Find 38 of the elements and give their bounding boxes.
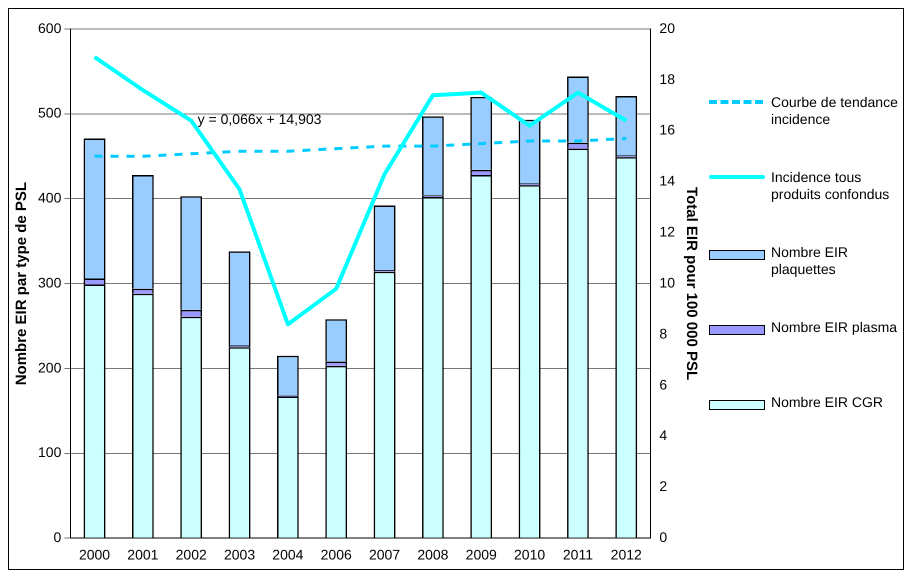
y-tick-label: 400 (38, 190, 62, 206)
x-tick-label: 2010 (514, 546, 546, 562)
y-tick-label: 500 (38, 104, 62, 121)
x-tick-label: 2001 (127, 546, 159, 562)
legend-label: Nombre EIR plaquettes (771, 244, 850, 278)
y2-tick-label: 20 (659, 20, 676, 36)
legend-label: Incidence tous produits confondus (771, 169, 890, 203)
y2-tick-label: 18 (659, 70, 676, 87)
y2-tick-label: 8 (659, 325, 668, 342)
y2-tick-label: 0 (659, 529, 668, 546)
y-tick-label: 100 (38, 444, 62, 460)
x-tick-label: 2000 (78, 546, 110, 562)
y2-tick-label: 10 (659, 274, 676, 290)
x-tick-label: 2003 (224, 546, 256, 562)
y-tick-label: 0 (54, 529, 62, 546)
y2-tick-label: 12 (659, 224, 676, 240)
x-tick-label: 2012 (610, 546, 642, 562)
y2-tick-label: 4 (659, 427, 668, 444)
y-axis-title: Nombre EIR par type de PSL (13, 182, 30, 386)
y2-tick-label: 2 (659, 478, 668, 494)
x-tick-label: 2002 (176, 546, 207, 562)
x-tick-label: 2011 (562, 546, 594, 562)
x-tick-label: 2006 (320, 546, 352, 562)
y-tick-label: 300 (38, 274, 62, 290)
legend-label: Nombre EIR CGR (771, 394, 884, 411)
y2-tick-label: 16 (659, 122, 676, 138)
x-tick-label: 2008 (417, 546, 449, 562)
y-tick-label: 600 (38, 20, 62, 36)
y2-tick-label: 14 (659, 172, 676, 189)
y-tick-label: 200 (38, 359, 62, 376)
x-tick-label: 2009 (466, 546, 498, 562)
x-tick-label: 2007 (368, 546, 400, 562)
legend-label: Courbe de tendance incidence (771, 94, 899, 128)
y2-axis-title: Total EIR pour 100 000 PSL (682, 187, 700, 380)
annotation: y = 0,066x + 14,903 (198, 111, 322, 127)
y2-tick-label: 6 (659, 376, 668, 392)
legend-label: Nombre EIR plasma (771, 319, 898, 336)
x-tick-label: 2004 (272, 546, 304, 562)
